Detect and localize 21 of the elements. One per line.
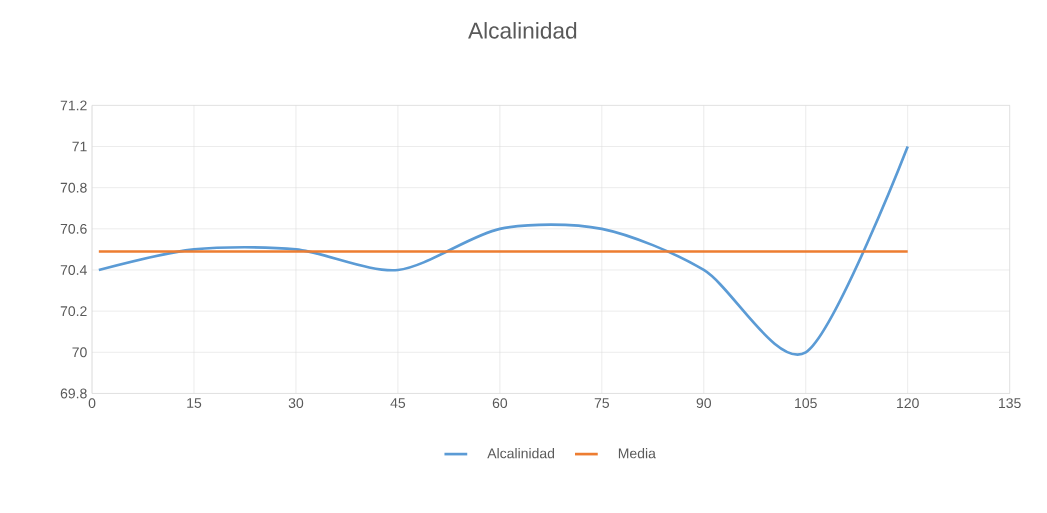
x-tick-label: 105 (795, 397, 817, 408)
chart-title: Alcalinidad (468, 21, 577, 39)
legend-label: Media (618, 447, 656, 459)
x-tick-label: 60 (492, 397, 508, 408)
x-tick-label: 120 (897, 397, 919, 408)
y-tick-label: 69.8 (60, 388, 87, 399)
y-tick-label: 70.6 (60, 223, 87, 234)
y-tick-label: 70.2 (60, 305, 87, 316)
y-tick-label: 70 (72, 347, 87, 358)
y-tick-label: 70.4 (60, 264, 87, 275)
y-tick-label: 71.2 (60, 100, 87, 111)
x-tick-label: 30 (288, 397, 304, 408)
x-tick-label: 0 (88, 397, 96, 408)
x-tick-label: 75 (594, 397, 610, 408)
legend-label: Alcalinidad (487, 447, 555, 459)
y-tick-label: 70.8 (60, 182, 87, 193)
x-tick-label: 90 (696, 397, 712, 408)
x-tick-label: 15 (187, 397, 202, 408)
x-tick-label: 45 (390, 397, 406, 408)
x-tick-label: 135 (999, 397, 1021, 408)
y-tick-label: 71 (72, 141, 87, 152)
